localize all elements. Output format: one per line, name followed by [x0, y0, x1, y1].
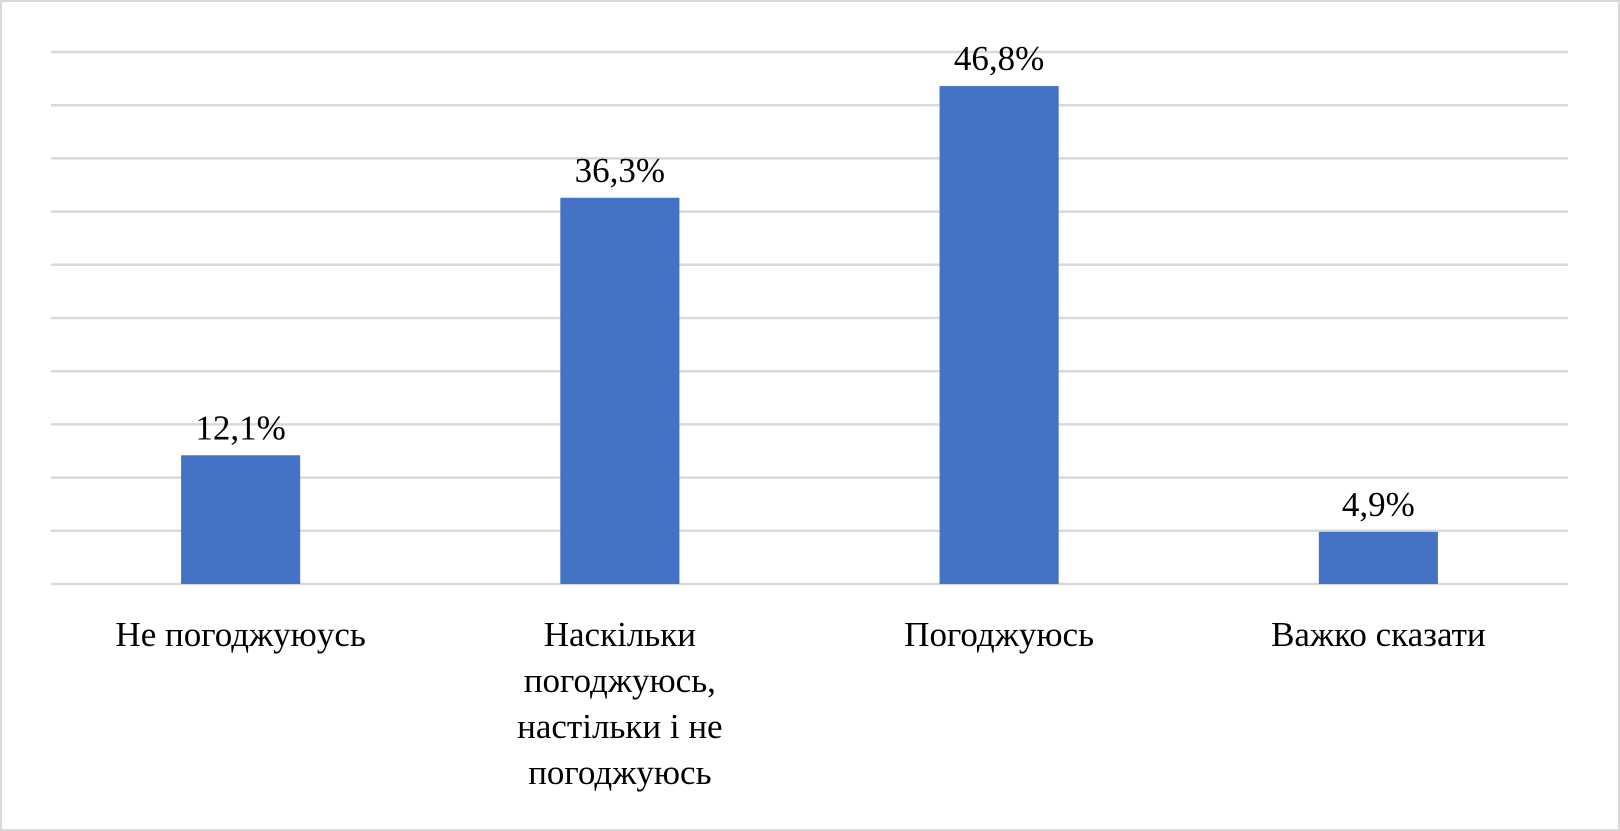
data-label: 36,3% [575, 151, 665, 190]
bar [560, 197, 680, 584]
data-label: 4,9% [1342, 485, 1415, 524]
bar [939, 86, 1059, 584]
bar [1318, 531, 1438, 584]
bar [181, 455, 301, 584]
data-label: 12,1% [195, 408, 285, 447]
x-tick-label: Важко сказати [1271, 615, 1486, 654]
x-tick-label: Не погоджуюусь [115, 615, 366, 654]
data-label: 46,8% [954, 39, 1044, 78]
x-tick-label: Наскільки погоджуюсь, настільки і не пог… [517, 615, 723, 792]
x-tick-label: Погоджуюсь [904, 615, 1095, 654]
